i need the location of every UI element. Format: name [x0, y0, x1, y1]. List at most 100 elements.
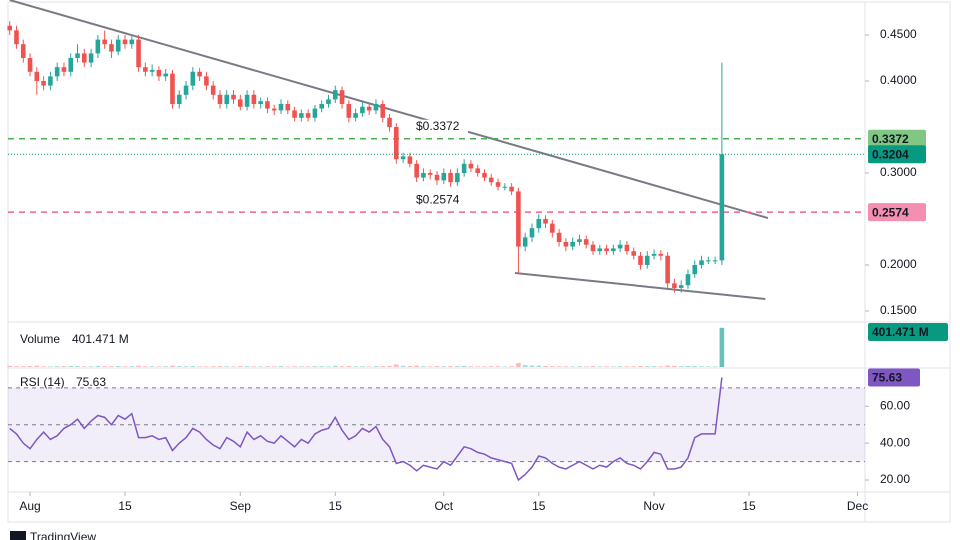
- volume-bar: [488, 366, 494, 367]
- rsi-tag-label: 75.63: [872, 371, 902, 385]
- volume-bar: [441, 366, 447, 367]
- volume-bar: [88, 366, 94, 367]
- x-tick-label: 15: [532, 499, 546, 513]
- volume-bar: [407, 366, 413, 367]
- price-line-label: $0.2574: [416, 192, 460, 206]
- volume-bar: [204, 366, 209, 367]
- candle-body: [292, 110, 297, 118]
- candle-body: [665, 255, 670, 284]
- candle-body: [122, 39, 128, 45]
- trendline: [514, 271, 766, 300]
- candle-body: [265, 101, 270, 109]
- candle-body: [102, 39, 107, 45]
- candle-body: [448, 172, 453, 183]
- candle-body: [468, 163, 474, 169]
- volume-bar: [251, 366, 257, 367]
- candle-body: [346, 103, 352, 118]
- volume-bar: [332, 365, 338, 367]
- volume-bar: [285, 366, 291, 367]
- volume-bar: [672, 365, 677, 367]
- volume-bar: [14, 366, 19, 367]
- volume-title: Volume: [20, 332, 60, 346]
- rsi-line: [9, 377, 723, 482]
- volume-bar: [475, 366, 481, 367]
- candle-body: [482, 172, 487, 178]
- volume-bar: [570, 366, 575, 367]
- volume-bar: [611, 366, 616, 367]
- candle-body: [577, 239, 582, 242]
- volume-bar: [238, 366, 243, 367]
- candle-body: [299, 113, 304, 118]
- volume-bar: [197, 366, 202, 367]
- volume-bar: [68, 365, 74, 367]
- candle-body: [685, 274, 691, 286]
- volume-bar: [95, 365, 101, 367]
- candle-body: [7, 25, 12, 31]
- volume-bar: [604, 366, 609, 367]
- volume-bar: [427, 366, 433, 367]
- candle-body: [570, 241, 575, 247]
- volume-bar: [651, 366, 657, 367]
- x-tick-label: Dec: [847, 499, 868, 513]
- candle-body: [441, 172, 447, 181]
- candle-body: [305, 113, 311, 118]
- volume-bar: [278, 366, 284, 367]
- volume-bar: [712, 366, 718, 367]
- candle-body: [82, 53, 87, 63]
- candle-body: [678, 285, 684, 288]
- volume-bar: [719, 327, 725, 367]
- candle-body: [421, 172, 426, 178]
- y-tick-label: 0.4500: [880, 27, 917, 41]
- rsi-tick-label: 20.00: [880, 472, 910, 486]
- volume-bar: [414, 365, 419, 367]
- candle-body: [407, 156, 413, 164]
- candle-body: [183, 85, 189, 95]
- volume-bar: [394, 364, 399, 367]
- rsi-title: RSI (14): [20, 375, 65, 389]
- volume-bar: [380, 366, 386, 367]
- candle-body: [488, 177, 494, 183]
- candle-body: [95, 39, 101, 54]
- x-tick-label: 15: [329, 499, 343, 513]
- candle-body: [651, 253, 657, 256]
- volume-bar: [543, 366, 548, 367]
- candle-body: [373, 103, 379, 111]
- candle-body: [522, 237, 528, 247]
- candle-body: [285, 103, 291, 111]
- candle-body: [529, 228, 535, 238]
- volume-bar: [176, 366, 182, 367]
- volume-bar: [495, 366, 501, 367]
- y-tick-label: 0.1500: [880, 303, 917, 317]
- candle-body: [719, 154, 725, 261]
- candle-body: [48, 76, 53, 86]
- y-tick-label: 0.4000: [880, 73, 917, 87]
- candle-body: [631, 251, 637, 256]
- volume-bar: [516, 363, 521, 367]
- volume-bar: [665, 365, 670, 367]
- x-tick-label: Oct: [434, 499, 453, 513]
- volume-bar: [692, 366, 698, 367]
- volume-bar: [305, 366, 311, 367]
- candle-body: [326, 99, 331, 104]
- volume-bar: [163, 366, 168, 367]
- rsi-tick-label: 60.00: [880, 398, 910, 412]
- volume-bar: [129, 366, 135, 367]
- time-axis: [7, 491, 951, 523]
- volume-bar: [258, 366, 263, 367]
- candle-body: [149, 69, 155, 72]
- volume-bar: [210, 366, 216, 367]
- x-tick-label: 15: [742, 499, 756, 513]
- volume-bar: [421, 366, 426, 367]
- volume-bar: [217, 366, 223, 367]
- volume-bar: [536, 365, 542, 367]
- volume-tag-label: 401.471 M: [872, 325, 929, 339]
- candle-body: [366, 106, 372, 111]
- candle-body: [550, 223, 555, 233]
- price-line-label: $0.3372: [416, 119, 460, 133]
- volume-bar: [400, 365, 406, 367]
- candle-body: [597, 248, 603, 252]
- volume-bar: [529, 365, 535, 367]
- candle-body: [115, 39, 121, 52]
- candle-body: [556, 232, 562, 242]
- footer: TradingView: [30, 530, 96, 540]
